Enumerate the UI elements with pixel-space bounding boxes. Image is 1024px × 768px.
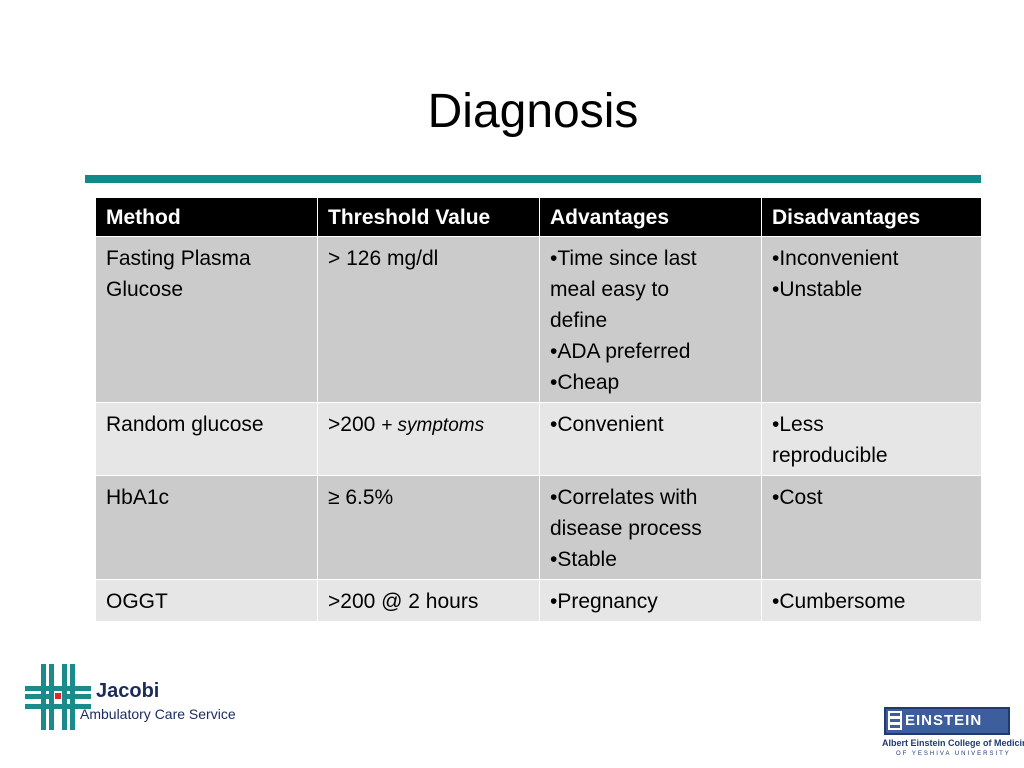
column-header-method: Method [95, 197, 318, 237]
cell-line: define [550, 309, 608, 332]
method-cell: Fasting Plasma Glucose [95, 236, 318, 403]
einstein-university: OF YESHIVA UNIVERSITY [896, 751, 1011, 757]
table-header-row: Method Threshold Value Advantages Disadv… [95, 197, 982, 237]
cell-line: •Pregnancy [550, 590, 658, 613]
threshold-cell: > 126 mg/dl [317, 236, 540, 403]
cell-line: •Unstable [772, 278, 863, 301]
einstein-emblem-icon [888, 711, 902, 730]
disadvantages-cell: •Cost [761, 475, 982, 580]
column-header-threshold: Threshold Value [317, 197, 540, 237]
cell-line: •Stable [550, 548, 617, 571]
table-row: Random glucose >200 + symptoms •Convenie… [95, 402, 982, 476]
slide-title: Diagnosis [427, 85, 639, 138]
cell-line: Glucose [106, 278, 184, 301]
table-row: HbA1c ≥ 6.5% •Correlates with disease pr… [95, 475, 982, 580]
advantages-cell: •Pregnancy [539, 579, 762, 622]
advantages-cell: •Convenient [539, 402, 762, 476]
method-cell: OGGT [95, 579, 318, 622]
threshold-note: + symptoms [381, 415, 485, 436]
column-header-advantages: Advantages [539, 197, 762, 237]
cell-line: •Inconvenient [772, 247, 899, 270]
title-divider [85, 175, 981, 183]
threshold-value: >200 [328, 413, 382, 436]
cell-line: OGGT [106, 590, 168, 613]
advantages-cell: •Time since last meal easy to define •AD… [539, 236, 762, 403]
cell-line: •Less [772, 413, 824, 436]
jacobi-name: Jacobi [96, 680, 160, 702]
cell-line: meal easy to [550, 278, 670, 301]
cell-line: •Cost [772, 486, 823, 509]
threshold-cell: >200 @ 2 hours [317, 579, 540, 622]
cell-line: •ADA preferred [550, 340, 691, 363]
einstein-logo-box [884, 707, 1010, 735]
disadvantages-cell: •Cumbersome [761, 579, 982, 622]
method-cell: Random glucose [95, 402, 318, 476]
disadvantages-cell: •Inconvenient •Unstable [761, 236, 982, 403]
cell-line: Random glucose [106, 413, 264, 436]
einstein-college: Albert Einstein College of Medicine [882, 738, 1024, 748]
cell-line: •Cheap [550, 371, 620, 394]
einstein-name: EINSTEIN [905, 712, 983, 729]
diagnosis-table: Method Threshold Value Advantages Disadv… [95, 197, 982, 622]
jacobi-subtitle: Ambulatory Care Service [80, 706, 236, 722]
threshold-value: ≥ 6.5% [328, 486, 394, 509]
cell-line: •Time since last [550, 247, 697, 270]
table-row: OGGT >200 @ 2 hours •Pregnancy •Cumberso… [95, 579, 982, 622]
cell-line: •Cumbersome [772, 590, 906, 613]
cell-line: HbA1c [106, 486, 170, 509]
cell-line: disease process [550, 517, 702, 540]
cell-line: •Correlates with [550, 486, 698, 509]
disadvantages-cell: •Less reproducible [761, 402, 982, 476]
table-row: Fasting Plasma Glucose > 126 mg/dl •Time… [95, 236, 982, 403]
threshold-cell: ≥ 6.5% [317, 475, 540, 580]
advantages-cell: •Correlates with disease process •Stable [539, 475, 762, 580]
cell-line: reproducible [772, 444, 888, 467]
threshold-value: >200 @ 2 hours [328, 590, 479, 613]
jacobi-logo-icon [25, 664, 91, 730]
threshold-cell: >200 + symptoms [317, 402, 540, 476]
method-cell: HbA1c [95, 475, 318, 580]
column-header-disadvantages: Disadvantages [761, 197, 982, 237]
cell-line: Fasting Plasma [106, 247, 251, 270]
cell-line: •Convenient [550, 413, 664, 436]
threshold-value: > 126 mg/dl [328, 247, 439, 270]
